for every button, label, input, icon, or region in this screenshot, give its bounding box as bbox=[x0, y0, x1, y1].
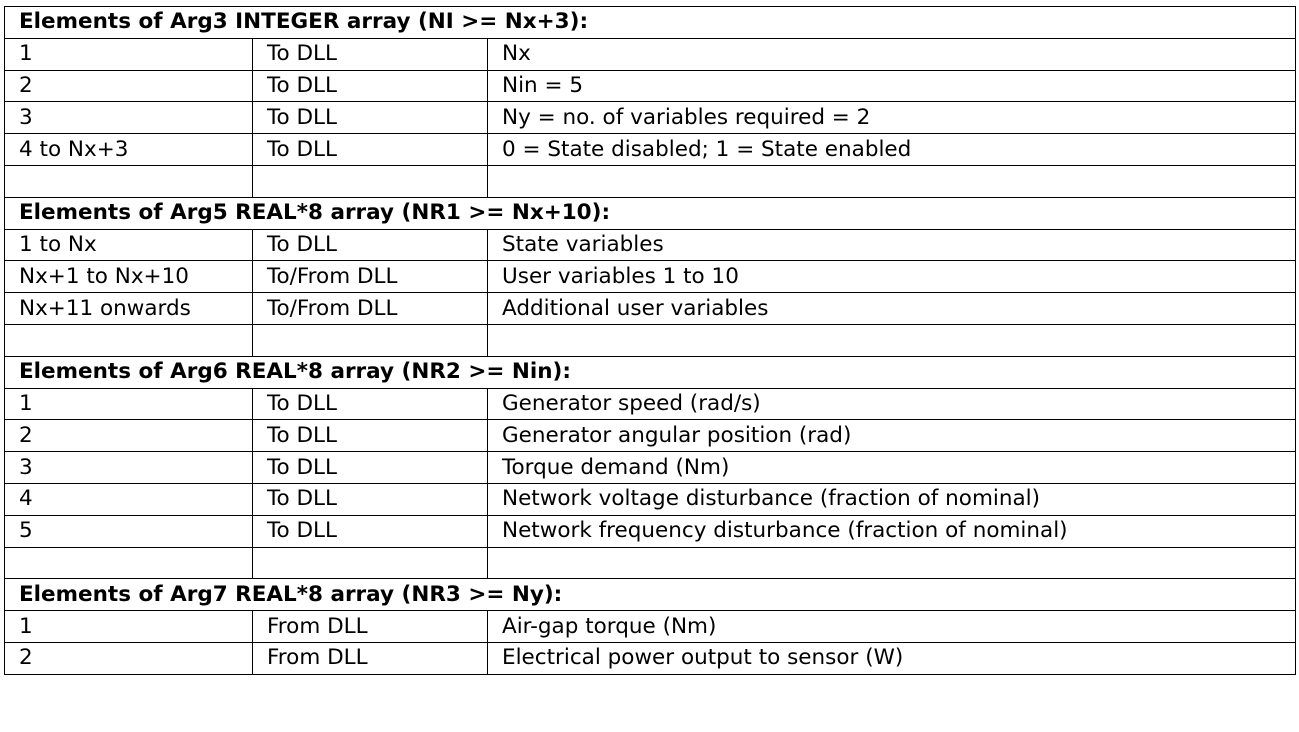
table-row bbox=[4, 546, 1297, 580]
description-cell: Additional user variables bbox=[486, 292, 1297, 325]
description-cell: User variables 1 to 10 bbox=[486, 260, 1297, 294]
direction-cell: To DLL bbox=[252, 514, 488, 548]
description-cell: Nin = 5 bbox=[486, 69, 1297, 103]
element-index-cell: 1 bbox=[4, 387, 253, 421]
description-cell bbox=[486, 323, 1297, 357]
element-index-cell: 2 bbox=[4, 69, 253, 103]
table-row: 4 to Nx+3 To DLL 0 = State disabled; 1 = S… bbox=[4, 133, 1297, 166]
section-header-row: Elements of Arg7 REAL*8 array (NR3 >= Ny… bbox=[3, 578, 1297, 612]
table-row: 1 From DLL Air-gap torque (Nm) bbox=[4, 610, 1297, 643]
table-body: Elements of Arg3 INTEGER array (NI >= Nx… bbox=[3, 6, 1297, 675]
direction-cell: To DLL bbox=[252, 451, 488, 484]
direction-cell: To DLL bbox=[252, 419, 488, 453]
section-header-row: Elements of Arg3 INTEGER array (NI >= Nx… bbox=[3, 6, 1297, 39]
section-header-row: Elements of Arg6 REAL*8 array (NR2 >= Ni… bbox=[3, 355, 1297, 389]
element-index-cell: 1 to Nx bbox=[4, 228, 253, 262]
description-cell: Ny = no. of variables required = 2 bbox=[486, 101, 1297, 135]
description-cell: Generator speed (rad/s) bbox=[486, 387, 1297, 421]
element-index-cell bbox=[4, 164, 253, 198]
table-row: Nx+1 to Nx+10 To/From DLL User variables 1… bbox=[4, 260, 1297, 294]
section-title: Elements of Arg3 INTEGER array (NI >= Nx… bbox=[3, 6, 1297, 39]
direction-cell: To DLL bbox=[252, 133, 488, 166]
section-title: Elements of Arg6 REAL*8 array (NR2 >= Ni… bbox=[3, 355, 1297, 389]
element-index-cell: 2 bbox=[4, 641, 253, 675]
direction-cell bbox=[252, 546, 488, 580]
table-row: 4 To DLL Network voltage disturbance (frac… bbox=[4, 482, 1297, 516]
description-cell: Electrical power output to sensor (W) bbox=[486, 641, 1297, 675]
element-index-cell: 5 bbox=[4, 514, 253, 548]
direction-cell: To DLL bbox=[252, 387, 488, 421]
direction-cell: To DLL bbox=[252, 228, 488, 262]
description-cell: Generator angular position (rad) bbox=[486, 419, 1297, 453]
element-index-cell: Nx+1 to Nx+10 bbox=[4, 260, 253, 294]
direction-cell: To/From DLL bbox=[252, 260, 488, 294]
element-index-cell: 1 bbox=[4, 610, 253, 643]
dll-arguments-table: Elements of Arg3 INTEGER array (NI >= Nx… bbox=[3, 6, 1297, 675]
element-index-cell bbox=[4, 323, 253, 357]
table-row: 3 To DLL Torque demand (Nm) bbox=[4, 451, 1297, 484]
table-row bbox=[4, 164, 1297, 198]
direction-cell: To DLL bbox=[252, 37, 488, 71]
table-row: 2 To DLL Nin = 5 bbox=[4, 69, 1297, 103]
table-row: 2 To DLL Generator angular position (rad) bbox=[4, 419, 1297, 453]
direction-cell: From DLL bbox=[252, 610, 488, 643]
description-cell: Torque demand (Nm) bbox=[486, 451, 1297, 484]
element-index-cell: Nx+11 onwards bbox=[4, 292, 253, 325]
description-cell: Air-gap torque (Nm) bbox=[486, 610, 1297, 643]
direction-cell: To/From DLL bbox=[252, 292, 488, 325]
element-index-cell: 4 bbox=[4, 482, 253, 516]
description-cell: Network frequency disturbance (fraction … bbox=[486, 514, 1297, 548]
table-row: 1 To DLL Nx bbox=[4, 37, 1297, 71]
description-cell: Network voltage disturbance (fraction of… bbox=[486, 482, 1297, 516]
direction-cell bbox=[252, 164, 488, 198]
element-index-cell: 1 bbox=[4, 37, 253, 71]
table-row: 1 To DLL Generator speed (rad/s) bbox=[4, 387, 1297, 421]
direction-cell: From DLL bbox=[252, 641, 488, 675]
description-cell: State variables bbox=[486, 228, 1297, 262]
description-cell bbox=[486, 546, 1297, 580]
table-row: 2 From DLL Electrical power output to sens… bbox=[4, 641, 1297, 675]
direction-cell: To DLL bbox=[252, 69, 488, 103]
direction-cell: To DLL bbox=[252, 101, 488, 135]
element-index-cell: 3 bbox=[4, 451, 253, 484]
element-index-cell: 4 to Nx+3 bbox=[4, 133, 253, 166]
section-title: Elements of Arg5 REAL*8 array (NR1 >= Nx… bbox=[3, 196, 1297, 230]
table-row: 5 To DLL Network frequency disturbance (fr… bbox=[4, 514, 1297, 548]
table-row bbox=[4, 323, 1297, 357]
section-title: Elements of Arg7 REAL*8 array (NR3 >= Ny… bbox=[3, 578, 1297, 612]
table-row: Nx+11 onwards To/From DLL Additional user … bbox=[4, 292, 1297, 325]
direction-cell bbox=[252, 323, 488, 357]
element-index-cell bbox=[4, 546, 253, 580]
table-row: 3 To DLL Ny = no. of variables required = … bbox=[4, 101, 1297, 135]
table-row: 1 to Nx To DLL State variables bbox=[4, 228, 1297, 262]
description-cell: 0 = State disabled; 1 = State enabled bbox=[486, 133, 1297, 166]
element-index-cell: 3 bbox=[4, 101, 253, 135]
direction-cell: To DLL bbox=[252, 482, 488, 516]
element-index-cell: 2 bbox=[4, 419, 253, 453]
description-cell: Nx bbox=[486, 37, 1297, 71]
description-cell bbox=[486, 164, 1297, 198]
section-header-row: Elements of Arg5 REAL*8 array (NR1 >= Nx… bbox=[3, 196, 1297, 230]
